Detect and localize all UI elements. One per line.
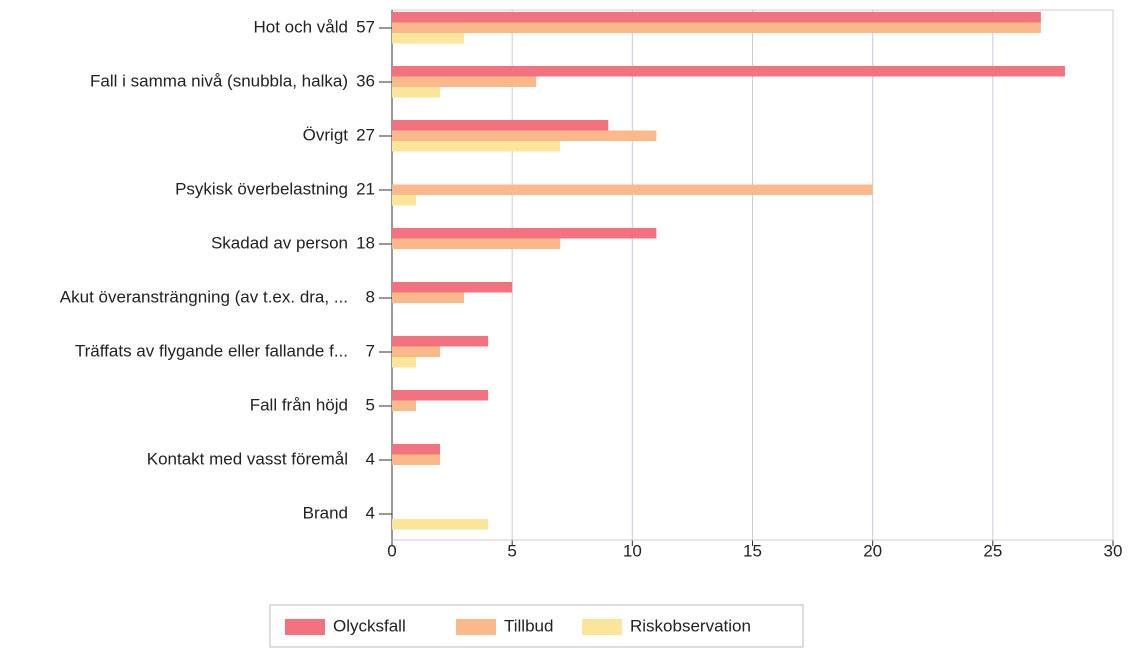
category-total: 57: [356, 17, 375, 36]
y-tick-label: Brand: [303, 503, 348, 522]
x-tick-label: 5: [507, 541, 516, 560]
bar: [392, 22, 1041, 33]
bar: [392, 76, 537, 87]
bar: [392, 66, 1065, 77]
legend-swatch: [456, 619, 496, 635]
x-tick-label: 10: [623, 541, 642, 560]
x-tick-label: 25: [983, 541, 1002, 560]
bar: [392, 292, 465, 303]
x-tick-label: 20: [863, 541, 882, 560]
bar: [392, 444, 441, 455]
y-tick-label: Kontakt med vasst föremål: [147, 449, 348, 468]
bar: [392, 282, 513, 293]
legend-box: [269, 604, 804, 648]
y-tick-label: Akut överansträngning (av t.ex. dra, ...: [60, 287, 348, 306]
bar: [392, 130, 657, 141]
category-total: 4: [366, 503, 375, 522]
bar: [392, 33, 465, 44]
y-tick-label: Fall från höjd: [250, 395, 348, 414]
x-tick-label: 15: [743, 541, 762, 560]
y-tick-label: Psykisk överbelastning: [175, 179, 348, 198]
bar: [392, 87, 441, 98]
legend-label: Riskobservation: [630, 616, 751, 635]
bar: [392, 228, 657, 239]
category-total: 4: [366, 449, 375, 468]
bar: [392, 346, 441, 357]
y-tick-label: Träffats av flygande eller fallande f...: [75, 341, 348, 360]
bar: [392, 195, 417, 206]
category-total: 27: [356, 125, 375, 144]
x-tick-label: 30: [1104, 541, 1123, 560]
bar: [392, 400, 417, 411]
bar: [392, 12, 1041, 23]
bar: [392, 120, 609, 131]
legend-label: Olycksfall: [333, 616, 406, 635]
category-total: 8: [366, 287, 375, 306]
y-tick-label: Fall i samma nivå (snubbla, halka): [90, 71, 348, 90]
category-total: 36: [356, 71, 375, 90]
bar: [392, 454, 441, 465]
bar: [392, 238, 561, 249]
y-tick-label: Övrigt: [303, 125, 349, 144]
legend-label: Tillbud: [504, 616, 553, 635]
category-total: 18: [356, 233, 375, 252]
bar: [392, 184, 873, 195]
category-total: 5: [366, 395, 375, 414]
bar: [392, 390, 489, 401]
legend-swatch: [582, 619, 622, 635]
bar: [392, 357, 417, 368]
legend-swatch: [285, 619, 325, 635]
bar: [392, 519, 489, 530]
category-total: 21: [356, 179, 375, 198]
y-tick-label: Hot och våld: [254, 17, 349, 36]
y-tick-label: Skadad av person: [211, 233, 348, 252]
bar: [392, 336, 489, 347]
category-total: 7: [366, 341, 375, 360]
x-tick-label: 0: [387, 541, 396, 560]
bar: [392, 141, 561, 152]
